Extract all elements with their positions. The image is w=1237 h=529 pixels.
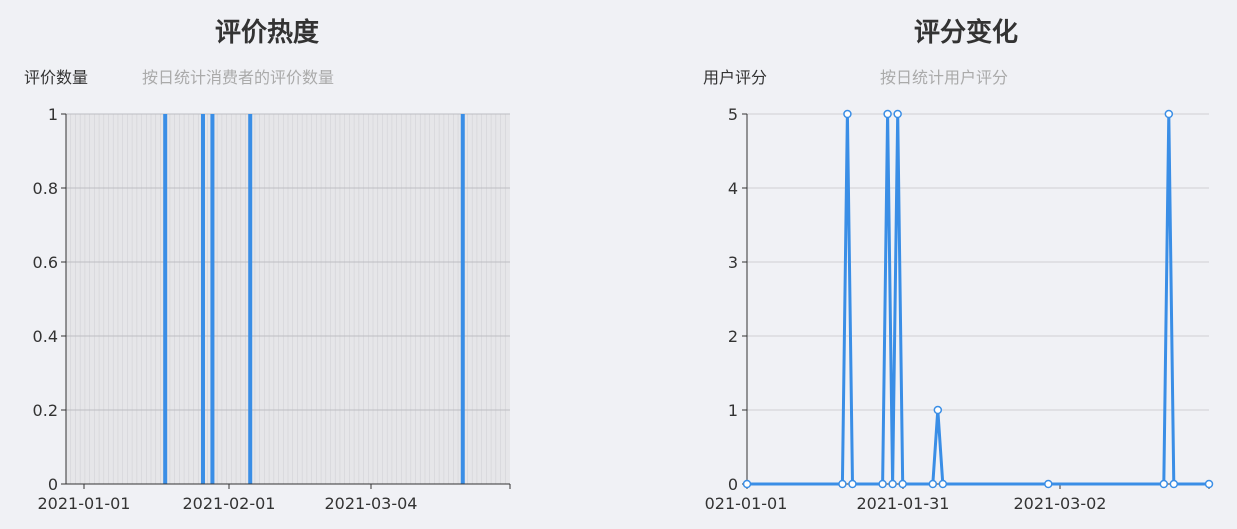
data-point	[883, 109, 892, 119]
day-stripes	[70, 114, 506, 484]
review-count-chart: 评价热度 评价数量 按日统计消费者的评价数量 0 0.2 0.4 0.6 0.8…	[24, 17, 511, 513]
data-point	[928, 479, 938, 489]
x-tick-label: 2021-02-01	[183, 494, 276, 513]
data-point	[1164, 109, 1174, 119]
x-tick-label: 2021-03-04	[325, 494, 418, 513]
y-axis-name: 评价数量	[24, 68, 88, 87]
series-line	[747, 113, 1209, 486]
bar	[460, 114, 465, 484]
data-point	[878, 479, 887, 489]
x-tick-label: 021-01-01	[705, 494, 788, 513]
axis-ticks	[742, 113, 1210, 489]
x-tick-label: 2021-01-31	[857, 494, 950, 513]
data-point	[838, 479, 847, 489]
bar	[210, 114, 215, 484]
data-point	[938, 479, 948, 489]
chart-subtitle: 按日统计用户评分	[880, 68, 1008, 87]
x-tick-label: 2021-03-02	[1014, 494, 1107, 513]
chart-title: 评价热度	[215, 17, 319, 48]
y-tick-label: 0.6	[33, 253, 58, 272]
data-point	[898, 479, 907, 489]
data-point	[742, 479, 752, 489]
data-point	[848, 479, 857, 489]
data-point	[933, 405, 943, 415]
chart-subtitle: 按日统计消费者的评价数量	[142, 68, 334, 87]
y-tick-label: 2	[728, 327, 738, 346]
y-tick-label: 0.2	[33, 401, 58, 420]
bar	[248, 114, 253, 484]
data-point	[1159, 479, 1169, 489]
y-tick-label: 3	[728, 253, 738, 272]
x-tick-label: 2021-01-01	[38, 494, 131, 513]
y-tick-label: 0	[728, 475, 738, 494]
y-tick-label: 1	[48, 105, 58, 124]
y-tick-label: 4	[728, 179, 738, 198]
data-point	[893, 109, 902, 119]
line-series	[742, 109, 1214, 489]
y-tick-label: 1	[728, 401, 738, 420]
y-tick-label: 5	[728, 105, 738, 124]
data-point	[843, 109, 852, 119]
gridlines	[747, 113, 1209, 411]
axis-ticks	[61, 113, 511, 489]
chart-title: 评分变化	[914, 17, 1018, 48]
bar	[200, 114, 205, 484]
y-tick-label: 0.8	[33, 179, 58, 198]
bar	[163, 114, 168, 484]
y-axis-name: 用户评分	[703, 68, 767, 87]
data-point	[1204, 479, 1214, 489]
data-point	[888, 479, 897, 489]
data-point	[1044, 479, 1053, 489]
y-tick-label: 0.4	[33, 327, 58, 346]
data-point	[1169, 479, 1179, 489]
bar-series	[163, 114, 465, 484]
y-tick-label: 0	[48, 475, 58, 494]
user-rating-chart: 评分变化 用户评分 按日统计用户评分 0 1 2 3 4 5 021-01-01…	[703, 17, 1214, 513]
